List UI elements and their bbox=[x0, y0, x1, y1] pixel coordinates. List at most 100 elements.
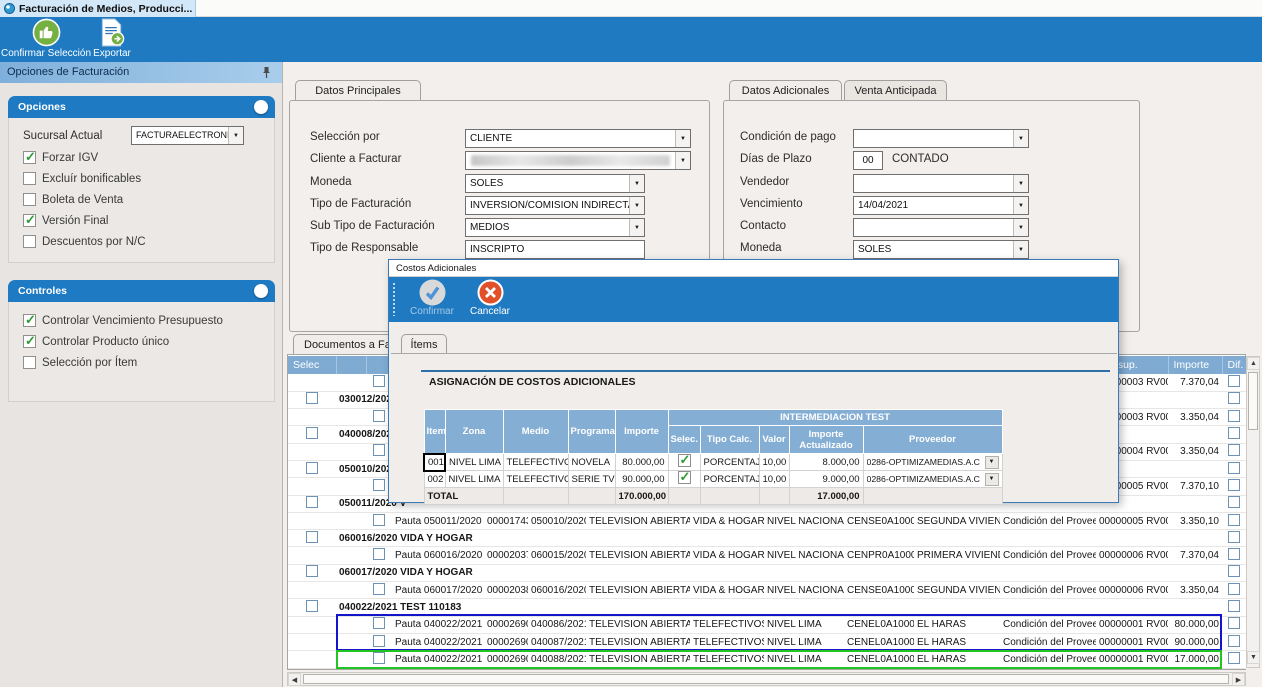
document-group-row[interactable]: 040022/2021 TEST 110183 bbox=[288, 598, 1246, 617]
dif-checkbox[interactable] bbox=[1228, 548, 1240, 561]
option-row[interactable]: Descuentos por N/C bbox=[9, 231, 274, 252]
dif-checkbox[interactable] bbox=[1228, 444, 1240, 457]
dif-checkbox[interactable] bbox=[1228, 496, 1240, 509]
condicion-pago-select[interactable]: ▼ bbox=[853, 129, 1029, 148]
row-select-checkbox[interactable] bbox=[373, 478, 385, 491]
pin-icon[interactable] bbox=[261, 66, 272, 79]
option-checkbox[interactable] bbox=[23, 235, 36, 248]
selec-checkbox[interactable] bbox=[677, 454, 691, 468]
option-checkbox[interactable] bbox=[23, 193, 36, 206]
dif-checkbox[interactable] bbox=[1228, 478, 1240, 491]
confirm-selection-button[interactable]: Confirmar Selección bbox=[0, 18, 92, 61]
scroll-right-icon[interactable]: ▶ bbox=[1232, 673, 1245, 686]
dif-checkbox[interactable] bbox=[1228, 565, 1240, 578]
control-checkbox[interactable] bbox=[23, 356, 36, 369]
option-row[interactable]: Boleta de Venta bbox=[9, 189, 274, 210]
row-select-checkbox[interactable] bbox=[373, 634, 385, 647]
subtipo-facturacion-select[interactable]: MEDIOS ▼ bbox=[465, 218, 645, 237]
option-checkbox[interactable] bbox=[23, 172, 36, 185]
dif-checkbox[interactable] bbox=[1228, 461, 1240, 474]
scroll-left-icon[interactable]: ◀ bbox=[288, 673, 301, 686]
dif-checkbox[interactable] bbox=[1228, 651, 1240, 664]
dialog-cancel-button[interactable]: Cancelar bbox=[465, 279, 515, 317]
row-select-checkbox[interactable] bbox=[373, 409, 385, 422]
grid-vertical-scrollbar[interactable]: ▲ ▼ bbox=[1246, 356, 1260, 668]
control-row[interactable]: Controlar Producto único bbox=[9, 331, 274, 352]
group-select-checkbox[interactable] bbox=[306, 392, 318, 405]
tab-venta-anticipada[interactable]: Venta Anticipada bbox=[844, 80, 947, 101]
export-button[interactable]: Exportar bbox=[88, 18, 136, 61]
scroll-down-icon[interactable]: ▼ bbox=[1247, 651, 1260, 664]
dialog-confirm-button[interactable]: Confirmar bbox=[403, 279, 461, 317]
group-select-checkbox[interactable] bbox=[306, 496, 318, 509]
controls-panel-header[interactable]: Controles bbox=[8, 280, 275, 302]
moneda2-select[interactable]: SOLES ▼ bbox=[853, 240, 1029, 259]
dias-plazo-field[interactable]: 00 bbox=[853, 151, 883, 170]
group-select-checkbox[interactable] bbox=[306, 461, 318, 474]
document-row[interactable]: Pauta 040022/2021 00002690 040086/2021 TELE… bbox=[288, 616, 1246, 634]
tab-items[interactable]: Ítems bbox=[401, 334, 447, 354]
dif-checkbox[interactable] bbox=[1228, 634, 1240, 647]
group-select-checkbox[interactable] bbox=[306, 530, 318, 543]
dif-checkbox[interactable] bbox=[1228, 600, 1240, 612]
col-importe[interactable]: Importe bbox=[1168, 356, 1223, 374]
sucursal-select[interactable]: FACTURAELECTRONIC ▼ bbox=[131, 126, 244, 145]
group-select-checkbox[interactable] bbox=[306, 427, 318, 440]
option-row[interactable]: Excluír bonificables bbox=[9, 168, 274, 189]
col-selec[interactable]: Selec bbox=[288, 356, 337, 374]
control-checkbox[interactable] bbox=[23, 333, 36, 349]
dif-checkbox[interactable] bbox=[1228, 409, 1240, 422]
window-tab[interactable]: Facturación de Medios, Producci... bbox=[0, 0, 196, 17]
row-select-checkbox[interactable] bbox=[373, 513, 385, 526]
proveedor-dropdown-icon[interactable]: ▼ bbox=[984, 472, 999, 486]
cliente-select[interactable]: ▼ bbox=[465, 151, 691, 170]
tab-documentos-a-facturar[interactable]: Documentos a Fa bbox=[293, 334, 409, 355]
row-select-checkbox[interactable] bbox=[373, 582, 385, 595]
row-select-checkbox[interactable] bbox=[373, 374, 385, 387]
option-checkbox[interactable] bbox=[23, 212, 36, 228]
grid-horizontal-scrollbar[interactable]: ◀ ▶ bbox=[287, 672, 1246, 686]
control-row[interactable]: Selección por Ítem bbox=[9, 352, 274, 373]
tipo-facturacion-select[interactable]: INVERSION/COMISION INDIRECTA ▼ bbox=[465, 196, 645, 215]
option-row[interactable]: Versión Final bbox=[9, 210, 274, 231]
document-row[interactable]: Pauta 060017/2020 00002038 060016/2020 TELE… bbox=[288, 581, 1246, 600]
document-row[interactable]: Pauta 040022/2021 00002690 040088/2021 TELE… bbox=[288, 650, 1246, 669]
dif-checkbox[interactable] bbox=[1228, 513, 1240, 526]
contacto-select[interactable]: ▼ bbox=[853, 218, 1029, 237]
tab-datos-adicionales[interactable]: Datos Adicionales bbox=[729, 80, 842, 101]
dif-checkbox[interactable] bbox=[1228, 374, 1240, 387]
dif-checkbox[interactable] bbox=[1228, 427, 1240, 440]
tipo-responsable-field[interactable]: INSCRIPTO bbox=[465, 240, 645, 259]
col-dif[interactable]: Dif. bbox=[1222, 356, 1247, 374]
option-row[interactable]: Forzar IGV bbox=[9, 147, 274, 168]
options-panel-header[interactable]: Opciones bbox=[8, 96, 275, 118]
document-group-row[interactable]: 060017/2020 VIDA Y HOGAR bbox=[288, 564, 1246, 583]
option-checkbox[interactable] bbox=[23, 149, 36, 165]
dif-checkbox[interactable] bbox=[1228, 617, 1240, 630]
selec-checkbox[interactable] bbox=[677, 471, 691, 485]
horizontal-scroll-thumb[interactable] bbox=[303, 674, 1229, 684]
proveedor-dropdown-icon[interactable]: ▼ bbox=[984, 455, 999, 469]
vencimiento-select[interactable]: 14/04/2021 ▼ bbox=[853, 196, 1029, 215]
control-row[interactable]: Controlar Vencimiento Presupuesto bbox=[9, 310, 274, 331]
seleccion-por-select[interactable]: CLIENTE ▼ bbox=[465, 129, 691, 148]
document-row[interactable]: Pauta 040022/2021 00002690 040087/2021 TELE… bbox=[288, 633, 1246, 652]
document-row[interactable]: Pauta 060016/2020 00002037 060015/2020 TELE… bbox=[288, 546, 1246, 565]
row-select-checkbox[interactable] bbox=[373, 444, 385, 457]
panel-collapse-icon[interactable] bbox=[254, 100, 268, 114]
row-select-checkbox[interactable] bbox=[373, 617, 385, 630]
group-select-checkbox[interactable] bbox=[306, 600, 318, 612]
scroll-up-icon[interactable]: ▲ bbox=[1247, 357, 1260, 370]
row-select-checkbox[interactable] bbox=[373, 651, 385, 664]
dif-checkbox[interactable] bbox=[1228, 392, 1240, 405]
panel-collapse-icon[interactable] bbox=[254, 284, 268, 298]
group-select-checkbox[interactable] bbox=[306, 565, 318, 578]
dif-checkbox[interactable] bbox=[1228, 530, 1240, 543]
row-select-checkbox[interactable] bbox=[373, 548, 385, 561]
dif-checkbox[interactable] bbox=[1228, 582, 1240, 595]
control-checkbox[interactable] bbox=[23, 312, 36, 328]
vertical-scroll-thumb[interactable] bbox=[1248, 372, 1258, 430]
document-row[interactable]: Pauta 050011/2020 00001743 050010/2020 TELE… bbox=[288, 512, 1246, 531]
